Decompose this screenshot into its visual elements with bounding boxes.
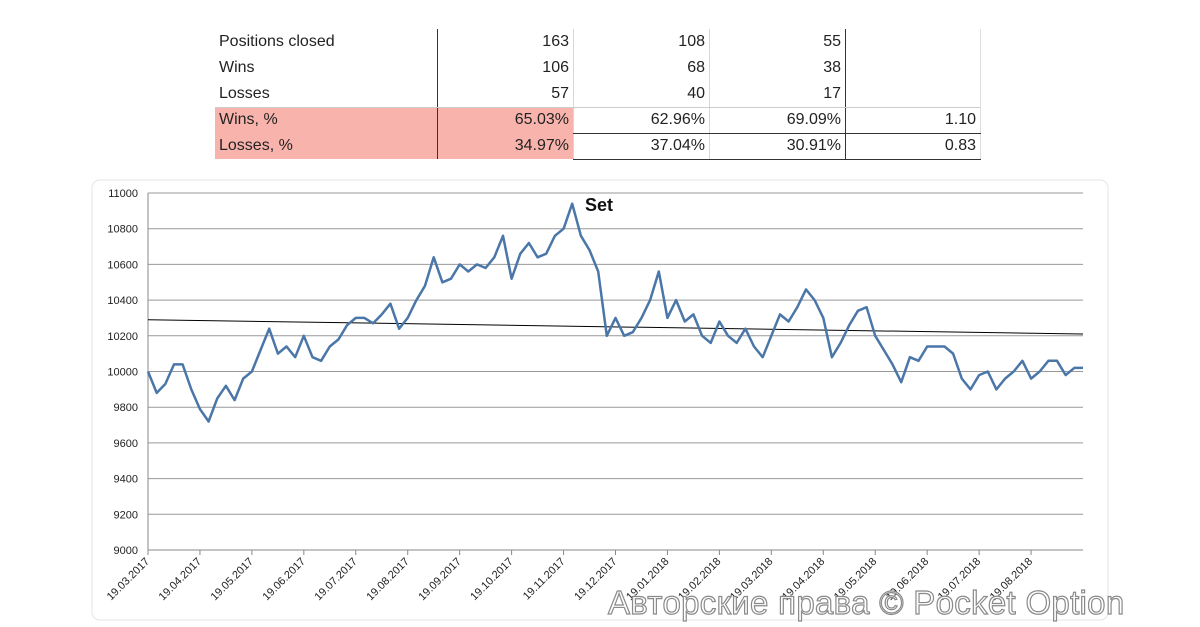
- x-tick-label: 19.09.2017: [416, 556, 463, 603]
- row-label: Positions closed: [219, 33, 335, 50]
- cell: 34.97%: [437, 133, 573, 159]
- col-divider: [573, 29, 574, 159]
- y-tick-label: 10000: [107, 367, 138, 379]
- cell: 108: [678, 33, 705, 50]
- cell: 57: [551, 85, 569, 102]
- y-tick-label: 10200: [107, 331, 138, 343]
- row-divider: [573, 159, 981, 160]
- y-tick-label: 10600: [107, 259, 138, 271]
- cell: 106: [542, 59, 569, 76]
- row-label: Wins: [219, 59, 255, 76]
- y-tick-label: 10800: [107, 224, 138, 236]
- cell: 1.10: [944, 111, 976, 128]
- annotation: Set: [585, 195, 613, 215]
- x-tick-label: 19.11.2017: [521, 556, 568, 603]
- col-divider: [845, 29, 846, 159]
- x-tick-label: 19.06.2017: [261, 556, 308, 603]
- x-tick-label: 19.08.2017: [364, 556, 411, 603]
- col-divider: [980, 29, 981, 159]
- col-divider: [709, 29, 710, 159]
- x-tick-label: 19.05.2017: [209, 556, 256, 603]
- x-tick-label: 19.07.2017: [312, 556, 359, 603]
- cell: 68: [687, 59, 705, 76]
- y-tick-label: 9400: [114, 474, 138, 486]
- cell: 55: [823, 33, 841, 50]
- row-divider: [573, 133, 981, 134]
- cell: 17: [823, 85, 841, 102]
- chart-frame: [91, 179, 1109, 621]
- watermark: Авторские права © Pocket Option: [607, 583, 1125, 621]
- row-label: Losses: [219, 85, 270, 102]
- cell: 38: [823, 59, 841, 76]
- row-label: Wins, %: [215, 107, 437, 133]
- x-tick-label: 19.04.2017: [157, 556, 204, 603]
- cell: 40: [687, 85, 705, 102]
- cell: 62.96%: [650, 111, 705, 128]
- cell: 0.83: [944, 137, 976, 154]
- col-divider: [437, 29, 438, 159]
- x-tick-label: 19.03.2017: [105, 556, 152, 603]
- cell: 37.04%: [650, 137, 705, 154]
- cell: 163: [542, 33, 569, 50]
- cell: 65.03%: [437, 107, 573, 133]
- y-tick-label: 9800: [114, 402, 138, 414]
- y-tick-label: 9600: [114, 438, 138, 450]
- y-tick-label: 11000: [108, 188, 138, 200]
- row-divider: [215, 107, 980, 108]
- line-series: [146, 202, 1083, 423]
- row-label: Losses, %: [215, 133, 437, 159]
- y-tick-label: 10400: [107, 295, 138, 307]
- y-tick-label: 9200: [114, 509, 138, 521]
- cell: 30.91%: [786, 137, 841, 154]
- y-tick-label: 9000: [114, 545, 138, 557]
- cell: 69.09%: [786, 111, 841, 128]
- x-tick-label: 19.10.2017: [468, 556, 515, 603]
- trendline: [147, 319, 1084, 335]
